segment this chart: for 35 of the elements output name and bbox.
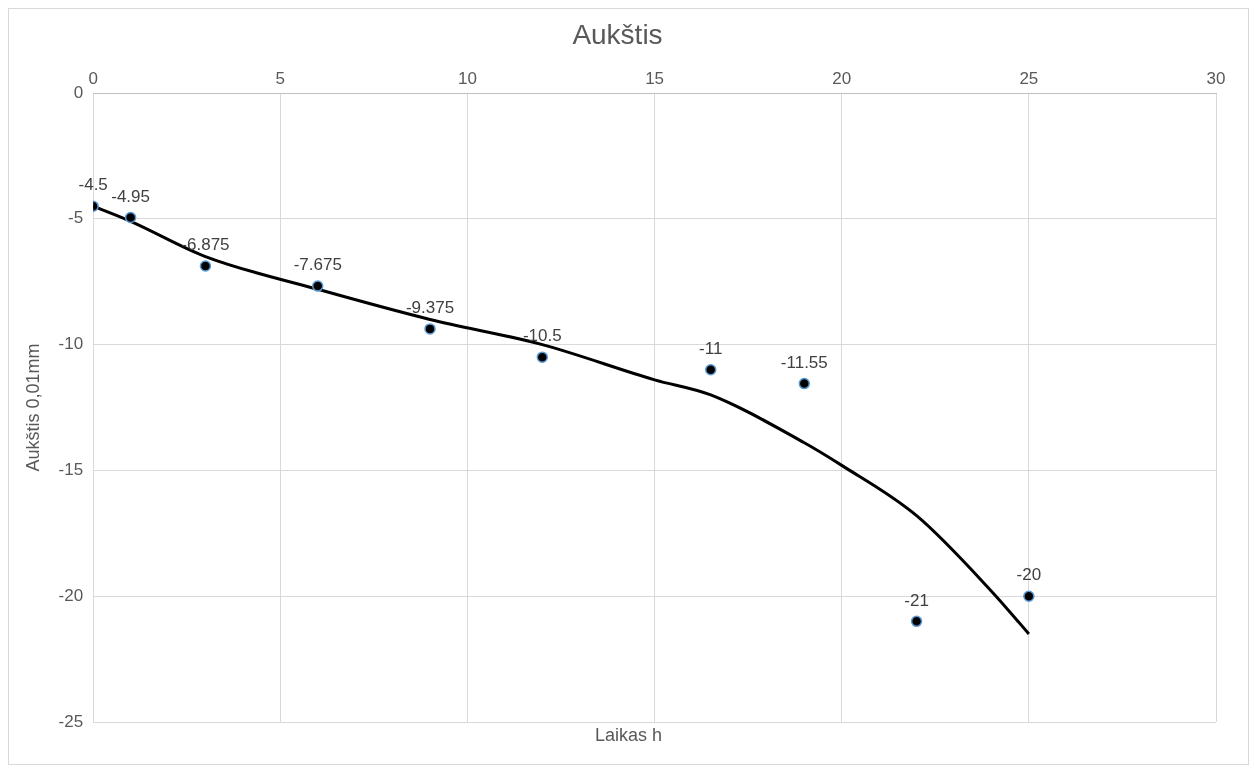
point [1023,590,1035,602]
x-axis-title: Laikas h [594,725,663,745]
y-tick-label: -10 [58,334,84,354]
x-tick-label: 15 [645,69,665,89]
point [311,280,324,292]
point [910,615,923,628]
point [798,377,811,390]
y-tick-label: -20 [58,585,84,605]
point [536,351,549,363]
data-label: -7.675 [293,255,342,275]
point [704,364,717,376]
y-tick-label: -5 [68,208,84,228]
x-tick-label: 10 [457,69,477,89]
data-label: -4.5 [78,175,108,195]
y-axis-title: Aukštis 0,01mm [22,343,43,472]
x-tick-label: 30 [1206,69,1226,89]
y-tick-label: -25 [58,711,84,731]
chart-title: Aukštis [572,18,663,50]
data-label: -20 [1016,565,1042,585]
data-label: -10.5 [522,326,562,346]
x-tick-label: 25 [1019,69,1039,89]
y-tick-label: 0 [73,82,84,102]
point [424,323,436,335]
data-label: -21 [904,590,929,610]
y-tick-label: -15 [58,460,84,480]
x-tick-label: 20 [832,69,852,89]
point [124,211,137,224]
data-label: -6.875 [181,235,230,255]
x-tick-label: 5 [275,69,286,89]
point [199,260,212,272]
data-label: -11.55 [780,352,828,372]
data-label: -9.375 [405,298,455,318]
data-label: -11 [699,338,723,358]
data-label: -4.95 [111,186,150,206]
x-tick-label: 0 [88,69,98,89]
